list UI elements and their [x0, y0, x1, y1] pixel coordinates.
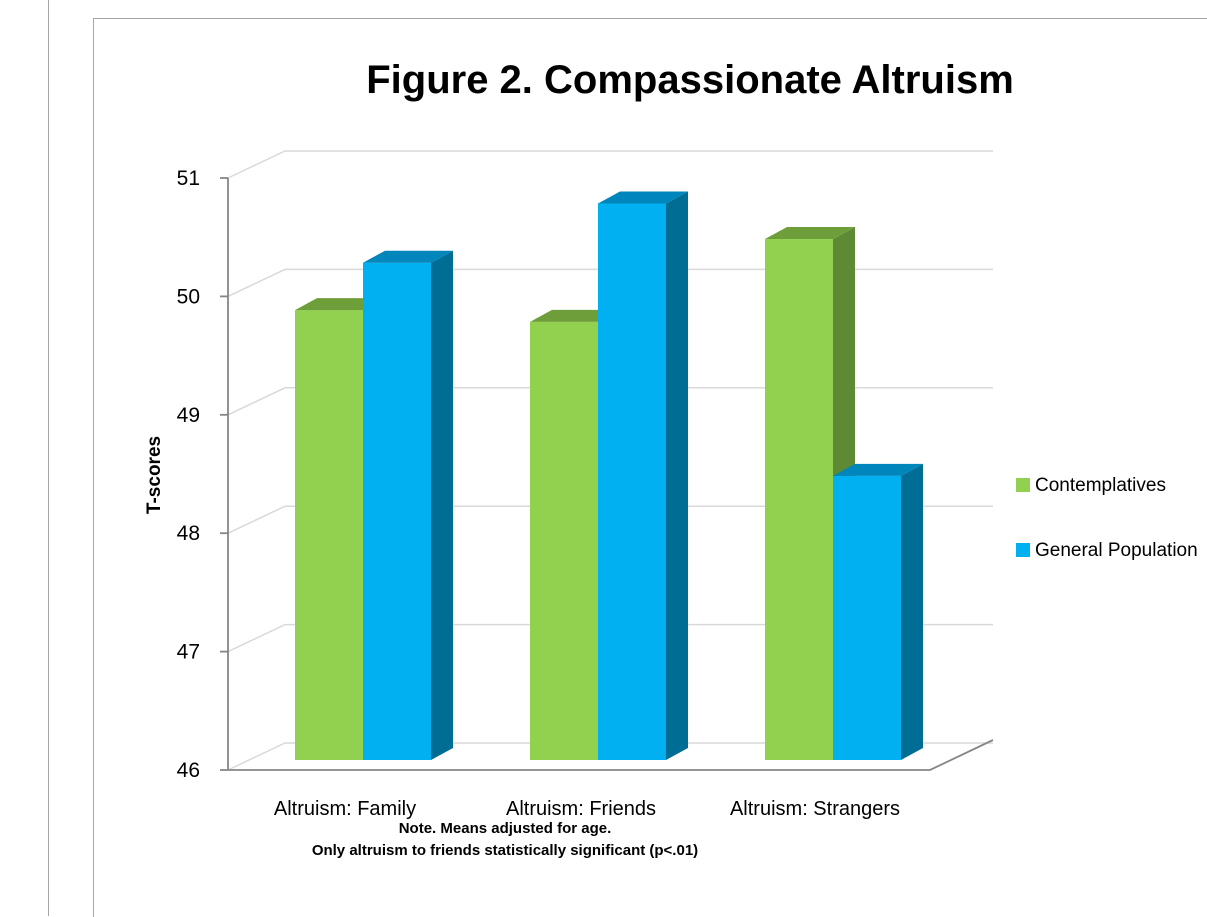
gridlines [227, 150, 993, 771]
legend-item-1: General Population [1016, 540, 1198, 561]
note-line-2: Only altruism to friends statistically s… [312, 842, 698, 859]
gridline [227, 742, 993, 771]
bar-front [530, 321, 598, 760]
bars [295, 191, 923, 761]
y-tick-label: 48 [177, 522, 200, 545]
y-tick-label: 49 [177, 404, 200, 427]
bar-general-population-2 [833, 463, 923, 760]
legend-swatch [1016, 543, 1030, 557]
x-tick-labels: Altruism: Family Altruism: Friends Altruis… [274, 798, 900, 820]
category-label: Altruism: Family [274, 798, 416, 820]
y-tick-label: 46 [177, 759, 200, 782]
note-line-1: Note. Means adjusted for age. [399, 820, 612, 837]
bar-side [666, 191, 688, 760]
y-tick-labels: 46 47 48 49 50 51 [177, 167, 200, 782]
bar-top [295, 298, 385, 311]
bar-side [431, 250, 453, 760]
gridline [227, 150, 993, 179]
chart-title: Figure 2. Compassionate Altruism [366, 58, 1014, 102]
bar-front [363, 262, 431, 760]
bar-top [833, 463, 923, 476]
legend-label: Contemplatives [1035, 475, 1166, 496]
gridline [227, 268, 993, 298]
bar-front [295, 310, 363, 760]
gridline [227, 387, 993, 416]
gridline [227, 505, 993, 534]
legend-label: General Population [1035, 540, 1198, 561]
legend-item-0: Contemplatives [1016, 475, 1166, 496]
category-label: Altruism: Friends [506, 798, 656, 820]
gridline [227, 623, 993, 653]
axes [220, 177, 994, 771]
y-tick-label: 47 [177, 641, 200, 664]
bar-top [765, 227, 855, 240]
x-axis-line [228, 739, 994, 771]
y-axis-label: T-scores [144, 436, 165, 514]
bar-top [530, 309, 620, 322]
bar-front [833, 475, 901, 760]
left-panel [0, 0, 49, 916]
bar-top [598, 191, 688, 204]
category-label: Altruism: Strangers [730, 798, 900, 820]
y-tick-label: 50 [177, 285, 200, 308]
bar-top [363, 250, 453, 263]
bar-front [765, 239, 833, 761]
legend: Contemplatives General Population [1016, 475, 1198, 561]
bar-front [598, 203, 666, 760]
bar-general-population-0 [363, 250, 453, 760]
y-tick-label: 51 [177, 167, 200, 190]
bar-general-population-1 [598, 191, 688, 760]
legend-swatch [1016, 478, 1030, 492]
bar-side [901, 463, 923, 760]
